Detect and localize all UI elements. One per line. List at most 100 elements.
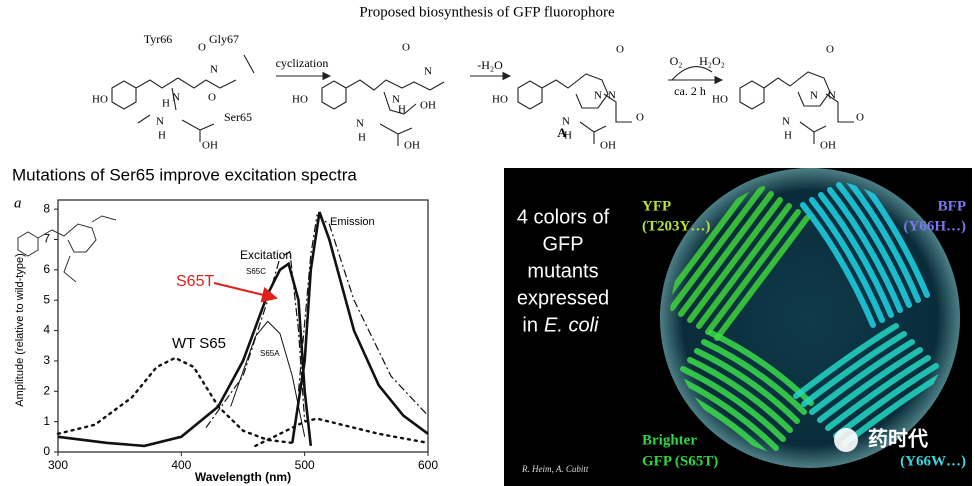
atom-label: HO [492, 94, 508, 106]
caption-line: mutants [527, 260, 598, 282]
bfp-label: BFP [938, 198, 966, 214]
streak [809, 339, 915, 415]
y-tick-label: 4 [43, 323, 50, 337]
caption-species: E. coli [544, 314, 599, 336]
atom-label: N [608, 90, 616, 102]
atom-label: N [424, 66, 432, 78]
spectrum-curve [57, 261, 313, 448]
streak [705, 209, 801, 335]
atom-label: O [856, 112, 864, 124]
x-tick-label: 500 [295, 458, 315, 472]
step-label: -H₂O [477, 58, 503, 72]
plate-labels: 4 colors of GFP mutants expressed in E. coli Y… [517, 198, 966, 474]
residue-label: Tyr66 [144, 32, 173, 46]
streak [696, 203, 792, 329]
atom-label: H [398, 104, 406, 116]
x-tick-label: 300 [48, 458, 68, 472]
atom-label: H [162, 98, 170, 110]
atom-label: OH [600, 140, 616, 152]
atom-label: N [156, 116, 164, 128]
atom-label: N [172, 92, 180, 104]
caption-line: 4 colors of [517, 206, 610, 228]
step-label: O₂ [670, 54, 683, 68]
streak [673, 375, 779, 451]
atom-label: HO [92, 94, 108, 106]
yfp-label: (T203Y…) [642, 218, 710, 234]
streak [800, 202, 876, 328]
streak [687, 197, 783, 323]
y-tick-label: 6 [43, 262, 50, 276]
spectrum-curve [291, 211, 429, 444]
spectrum-curve [56, 356, 294, 445]
gfp-label: Brighter [642, 432, 697, 448]
gfp-label: GFP (S65T) [642, 453, 718, 469]
streak [809, 197, 885, 323]
atom-label: N [810, 90, 818, 102]
streak [793, 323, 899, 399]
streak [845, 178, 921, 303]
y-tick-label: 2 [43, 383, 50, 397]
curve-label: Emission [330, 216, 375, 228]
atom-label: N [210, 64, 218, 76]
watermark-icon [834, 428, 858, 452]
y-tick-label: 8 [43, 201, 50, 215]
x-tick-label: 600 [418, 458, 438, 472]
atom-label: O [636, 112, 644, 124]
atom-label: OH [420, 100, 436, 112]
streak [680, 366, 786, 442]
scheme-drawing [111, 54, 854, 146]
curve-label: S65A [260, 349, 280, 358]
atom-label: O [616, 44, 624, 56]
spectrum-curve [297, 214, 429, 417]
atom-label: H [784, 130, 792, 142]
streak [825, 355, 931, 431]
atom-label: H [358, 132, 366, 144]
page-title: Proposed biosynthesis of GFP fluorophore [359, 4, 615, 20]
spectrum-curve [254, 417, 430, 448]
atom-label: O [198, 42, 206, 54]
spectrum-curve [230, 320, 306, 437]
streak [801, 331, 907, 407]
atom-label: O [402, 42, 410, 54]
curve-label: Excitation [240, 248, 292, 262]
streak [678, 191, 774, 317]
atom-label: O [208, 92, 216, 104]
streak [701, 339, 807, 415]
x-axis-label: Wavelength (nm) [195, 470, 291, 484]
scheme: Tyr66 Gly67 Ser65 cyclization -H₂O O₂ H₂O₂ ca. … [92, 32, 864, 152]
residue-label: Ser65 [224, 110, 252, 124]
atom-label: HO [712, 94, 728, 106]
atom-label: HO [292, 94, 308, 106]
caption-line: GFP [542, 233, 583, 255]
bacteria-streaks [670, 178, 947, 458]
atom-label: N [594, 90, 602, 102]
s65t-arrow [213, 282, 278, 303]
y-tick-label: 7 [43, 232, 50, 246]
streak [817, 347, 923, 423]
watermark: 药时代 [868, 426, 928, 450]
y-axis-label: Amplitude (relative to wild-type) [14, 253, 26, 406]
streak [827, 187, 903, 313]
y-tick-label: 0 [43, 444, 50, 458]
highlight-label: S65T [176, 273, 214, 290]
y-tick-label: 3 [43, 353, 50, 367]
credit: R. Heim, A. Cubitt [521, 464, 589, 474]
curve-label: S65C [246, 267, 266, 276]
x-tick-label: 400 [171, 458, 191, 472]
streak [694, 348, 800, 424]
y-tick-label: 1 [43, 414, 50, 428]
streak [833, 363, 939, 439]
spectra-heading: Mutations of Ser65 improve excitation sp… [12, 165, 357, 184]
yfp-label: YFP [642, 198, 671, 214]
atom-label: OH [202, 140, 218, 152]
streak [687, 357, 793, 433]
atom-label: H [158, 130, 166, 142]
atom-label: H [564, 130, 572, 142]
y-tick-label: 5 [43, 292, 50, 306]
spectra-plot: 300 400 500 600 0 1 2 3 4 5 6 7 8 Wavelength (nm) Ampl… [14, 201, 438, 484]
spectrum-curve [205, 250, 306, 429]
atom-label: N [828, 90, 836, 102]
atom-label: OH [404, 140, 420, 152]
residue-label: Gly67 [209, 32, 239, 46]
